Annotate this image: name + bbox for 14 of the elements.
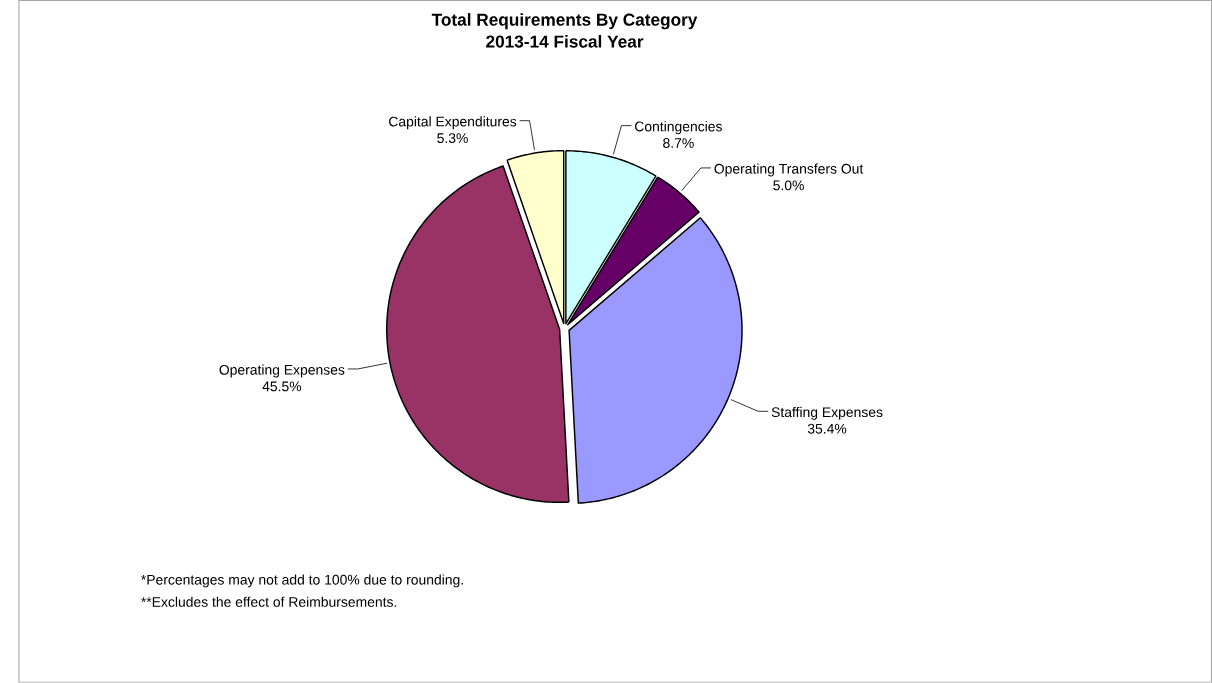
data-label: 35.4% xyxy=(807,423,847,434)
slice-label: Operating Expenses xyxy=(219,364,345,378)
data-label: 5.3% xyxy=(437,133,468,144)
slice-label: Operating Transfers Out xyxy=(714,163,864,177)
chart-subtitle: 2013-14 Fiscal Year xyxy=(486,35,644,48)
data-label: 5.0% xyxy=(773,180,804,191)
slice-label: Capital Expenditures xyxy=(389,116,517,130)
chart-title: Total Requirements By Category xyxy=(431,13,698,30)
text: **Excludes the effect of Reimbursements. xyxy=(141,596,397,607)
slice-label: Contingencies xyxy=(635,121,722,135)
data-label: 8.7% xyxy=(663,138,694,149)
text: *Percentages may not add to 100% due to rounding. xyxy=(141,574,463,588)
data-label: 45.5% xyxy=(262,381,302,392)
slice-label: Staffing Expenses xyxy=(771,406,883,420)
